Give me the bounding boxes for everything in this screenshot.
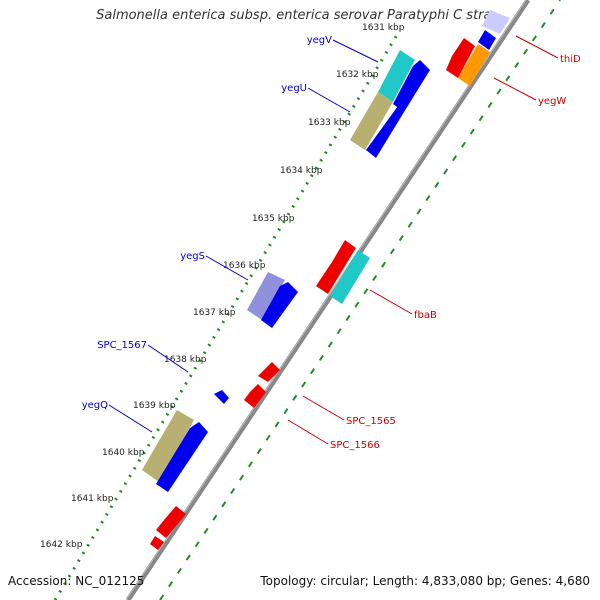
leader-yegW — [493, 77, 537, 101]
genome-backbone-highlight — [125, 0, 527, 600]
left-features — [142, 50, 430, 492]
gene-label-SPC_1567[interactable]: SPC_1567 — [97, 340, 147, 351]
feature-yegU-khaki — [350, 92, 393, 150]
tick-label: 1637 kbp — [193, 308, 236, 318]
feature-lower-small — [150, 536, 164, 550]
tick-label: 1631 kbp — [362, 23, 405, 33]
feature-yegS-cds — [261, 282, 298, 328]
gene-label-fbaB[interactable]: fbaB — [414, 310, 437, 321]
map-title: Salmonella enterica subsp. enterica sero… — [96, 8, 504, 23]
accession-label: Accession: NC_012125 — [8, 574, 145, 588]
tick-label: 1638 kbp — [164, 355, 207, 365]
tick-label: 1640 kbp — [102, 448, 145, 458]
gene-label-yegU[interactable]: yegU — [281, 83, 307, 94]
feature-yegW-orange — [458, 44, 490, 86]
tick-labels: 1631 kbp 1632 kbp 1633 kbp 1634 kbp 1635… — [40, 23, 405, 550]
leader-fbaB — [369, 289, 413, 315]
tick-label: 1633 kbp — [308, 118, 351, 128]
feature-SPC_1567-small — [214, 390, 229, 404]
feature-yegU-cds — [366, 106, 404, 158]
right-track-dots — [159, 0, 561, 600]
gene-label-yegS[interactable]: yegS — [180, 251, 205, 262]
gene-labels-right: thiD yegW fbaB SPC_1565 SPC_1566 — [330, 54, 581, 451]
leader-lines — [108, 35, 559, 445]
gene-label-yegW[interactable]: yegW — [538, 96, 566, 107]
leader-yegQ — [108, 404, 153, 433]
feature-SPC_1565-cds — [258, 362, 280, 382]
leader-SPC_1566 — [287, 419, 329, 445]
left-track-dots — [53, 29, 402, 600]
feature-yegV-cds — [393, 60, 430, 112]
right-features — [150, 10, 510, 550]
feature-yegQ-khaki — [142, 410, 194, 482]
leader-SPC_1567 — [147, 344, 189, 373]
feature-fbaB-cds — [316, 240, 356, 294]
tick-label: 1632 kbp — [336, 70, 379, 80]
tick-label: 1636 kbp — [223, 261, 266, 271]
feature-lower-cds — [156, 506, 186, 538]
genome-summary: Topology: circular; Length: 4,833,080 bp… — [260, 574, 590, 588]
feature-yegQ-cds — [156, 422, 208, 492]
feature-thiD-blue — [478, 30, 496, 50]
leader-thiD — [515, 35, 559, 59]
gene-label-yegV[interactable]: yegV — [307, 35, 332, 46]
leader-SPC_1565 — [302, 395, 345, 421]
feature-yegS-lavender — [247, 272, 285, 320]
feature-SPC_1566-cds — [244, 384, 266, 408]
feature-top-lavender — [482, 10, 510, 34]
feature-yegV-cyan — [378, 50, 415, 102]
gene-labels-left: yegV yegU yegS SPC_1567 yegQ — [82, 35, 332, 411]
leader-yegS — [205, 255, 249, 281]
feature-thiD-cds — [446, 38, 475, 78]
gene-label-yegQ[interactable]: yegQ — [82, 400, 108, 411]
tick-label: 1642 kbp — [40, 540, 83, 550]
gene-label-thiD[interactable]: thiD — [560, 54, 581, 65]
leader-yegV — [332, 39, 379, 63]
tick-label: 1639 kbp — [133, 401, 176, 411]
feature-fbaB-cyan — [330, 250, 370, 304]
tick-label: 1634 kbp — [280, 166, 323, 176]
leader-yegU — [307, 87, 351, 113]
tick-label: 1641 kbp — [71, 494, 114, 504]
genome-backbone — [125, 0, 531, 600]
tick-label: 1635 kbp — [252, 214, 295, 224]
gene-label-SPC_1565[interactable]: SPC_1565 — [346, 416, 396, 427]
gene-label-SPC_1566[interactable]: SPC_1566 — [330, 440, 380, 451]
